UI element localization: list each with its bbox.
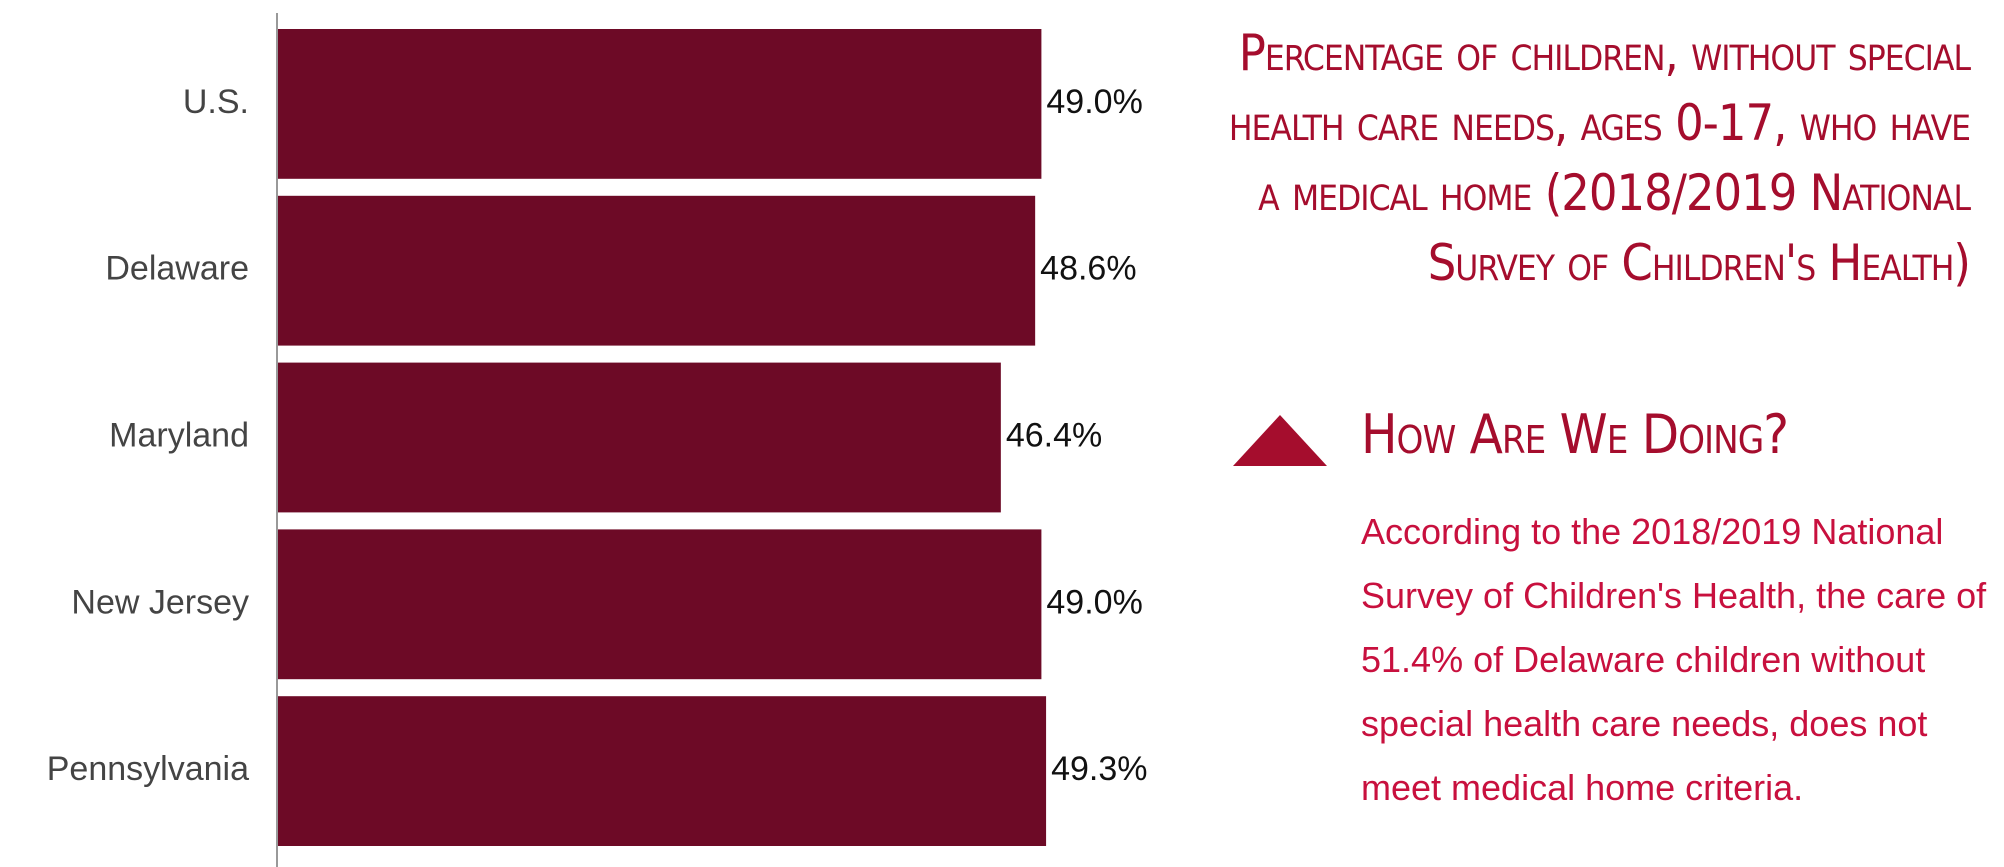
bar — [277, 362, 1001, 513]
bar — [277, 29, 1042, 179]
value-label: 46.4% — [1006, 416, 1102, 454]
category-label: Maryland — [109, 416, 249, 454]
category-label: U.S. — [183, 83, 249, 121]
bar — [277, 696, 1047, 846]
category-label: New Jersey — [71, 583, 249, 621]
value-label: 49.0% — [1046, 83, 1142, 121]
panel-text: According to the 2018/2019 National Surv… — [1361, 511, 1987, 808]
category-label: Pennsylvania — [47, 750, 249, 788]
category-label: Delaware — [105, 250, 249, 288]
value-label: 48.6% — [1040, 250, 1136, 288]
bar — [277, 195, 1036, 346]
value-label: 49.3% — [1051, 750, 1147, 788]
chart-title: Percentage of children, without special … — [1228, 24, 1971, 292]
panel-heading: How Are We Doing? — [1361, 403, 1789, 466]
triangle-icon — [1233, 415, 1327, 466]
value-label: 49.0% — [1046, 583, 1142, 621]
bar — [277, 529, 1042, 680]
